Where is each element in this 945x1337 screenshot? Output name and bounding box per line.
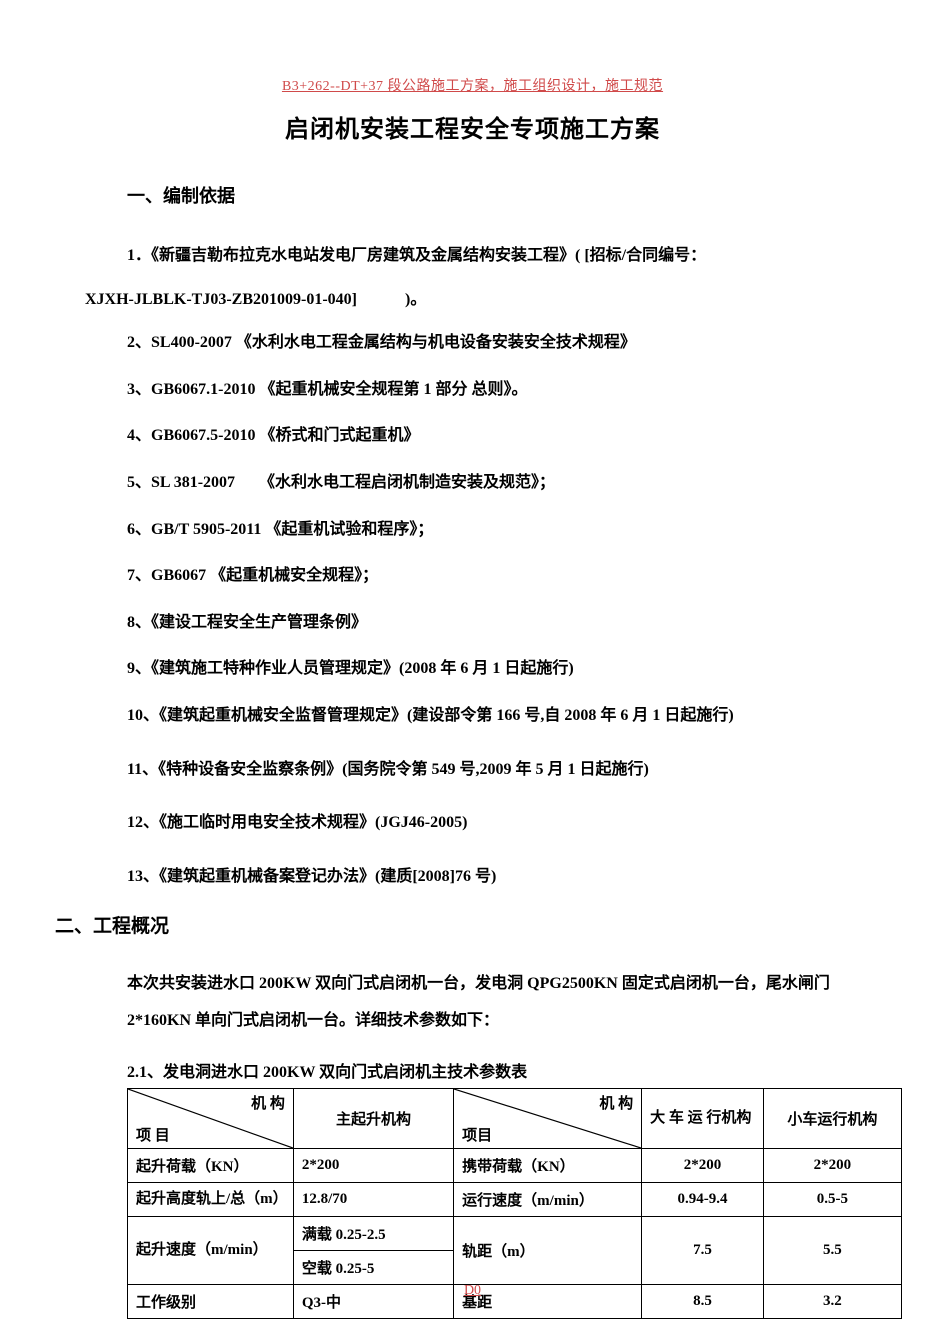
cell-r3c3: 轨距（m） [454, 1216, 642, 1284]
diag-top-right-label: 机 构 [599, 1092, 633, 1113]
basis-item-5: 5、SL 381-2007 《水利水电工程启闭机制造安装及规范》； [127, 470, 860, 496]
basis-item-6: 6、GB/T 5905-2011 《起重机试验和程序》； [127, 517, 860, 543]
diag-bot-right-label: 项目 [462, 1124, 492, 1145]
header-diag-right: 机 构 项目 [454, 1088, 642, 1148]
basis-item-2: 2、SL400-2007 《水利水电工程金属结构与机电设备安装安全技术规程》 [127, 330, 860, 356]
diag-top-left-label: 机 构 [251, 1092, 285, 1113]
section-1-heading: 一、编制依据 [127, 182, 860, 208]
basis-item-1-line2: XJXH-JLBLK-TJ03-ZB201009-01-040] )。 [85, 285, 860, 309]
cell-r2c5: 0.5-5 [763, 1182, 901, 1216]
header-col5: 小车运行机构 [763, 1088, 901, 1148]
cell-r1c4: 2*200 [642, 1148, 764, 1182]
basis-item-10: 10、《建筑起重机械安全监督管理规定》(建设部令第 166 号,自 2008 年… [127, 703, 860, 729]
basis-item-9: 9、《建筑施工特种作业人员管理规定》(2008 年 6 月 1 日起施行) [127, 656, 860, 682]
cell-r3c5: 5.5 [763, 1216, 901, 1284]
cell-r3c1: 起升速度（m/min） [128, 1216, 294, 1284]
cell-r3c4: 7.5 [642, 1216, 764, 1284]
cell-r2c2: 12.8/70 [293, 1182, 453, 1216]
basis-item-4: 4、GB6067.5-2010 《桥式和门式起重机》 [127, 423, 860, 449]
diag-bot-left-label: 项 目 [136, 1124, 170, 1145]
cell-r1c1: 起升荷载（KN） [128, 1148, 294, 1182]
basis-item-1-line1: 1．《新疆吉勒布拉克水电站发电厂房建筑及金属结构安装工程》( [招标/合同编号： [127, 238, 860, 273]
cell-r2c1: 起升高度轨上/总（m） [128, 1182, 294, 1216]
table-row: 起升速度（m/min） 满载 0.25-2.5 轨距（m） 7.5 5.5 [128, 1216, 902, 1250]
cell-r1c3: 携带荷载（KN） [454, 1148, 642, 1182]
basis-item-8: 8、《建设工程安全生产管理条例》 [127, 610, 860, 636]
table-header-row: 机 构 项 目 主起升机构 机 构 项目 大 车 运 行机构 小车运行机构 [128, 1088, 902, 1148]
basis-item-12: 12、《施工临时用电安全技术规程》(JGJ46-2005) [127, 810, 860, 836]
cell-r2c3: 运行速度（m/min） [454, 1182, 642, 1216]
header-diag-left: 机 构 项 目 [128, 1088, 294, 1148]
cell-r2c4: 0.94-9.4 [642, 1182, 764, 1216]
basis-item-3: 3、GB6067.1-2010 《起重机械安全规程第 1 部分 总则》。 [127, 377, 860, 403]
basis-item-13: 13、《建筑起重机械备案登记办法》(建质[2008]76 号) [127, 864, 860, 890]
table-title: 2.1、发电洞进水口 200KW 双向门式启闭机主技术参数表 [127, 1058, 860, 1082]
cell-r1c5: 2*200 [763, 1148, 901, 1182]
header-note: B3+262--DT+37 段公路施工方案，施工组织设计，施工规范 [85, 75, 860, 95]
section-2-heading: 二、工程概况 [55, 911, 860, 938]
cell-r3c2b: 空载 0.25-5 [293, 1250, 453, 1284]
document-title: 启闭机安装工程安全专项施工方案 [85, 109, 860, 144]
table-row: 起升荷载（KN） 2*200 携带荷载（KN） 2*200 2*200 [128, 1148, 902, 1182]
header-col2: 主起升机构 [293, 1088, 453, 1148]
overview-paragraph: 本次共安装进水口 200KW 双向门式启闭机一台，发电洞 QPG2500KN 固… [127, 966, 860, 1040]
basis-item-11: 11、《特种设备安全监察条例》(国务院令第 549 号,2009 年 5 月 1… [127, 757, 860, 783]
table-row: 起升高度轨上/总（m） 12.8/70 运行速度（m/min） 0.94-9.4… [128, 1182, 902, 1216]
basis-item-7: 7、GB6067 《起重机械安全规程》； [127, 563, 860, 589]
cell-r1c2: 2*200 [293, 1148, 453, 1182]
page-number: D0 [0, 1283, 945, 1299]
cell-r3c2a: 满载 0.25-2.5 [293, 1216, 453, 1250]
header-col4: 大 车 运 行机构 [642, 1088, 764, 1148]
